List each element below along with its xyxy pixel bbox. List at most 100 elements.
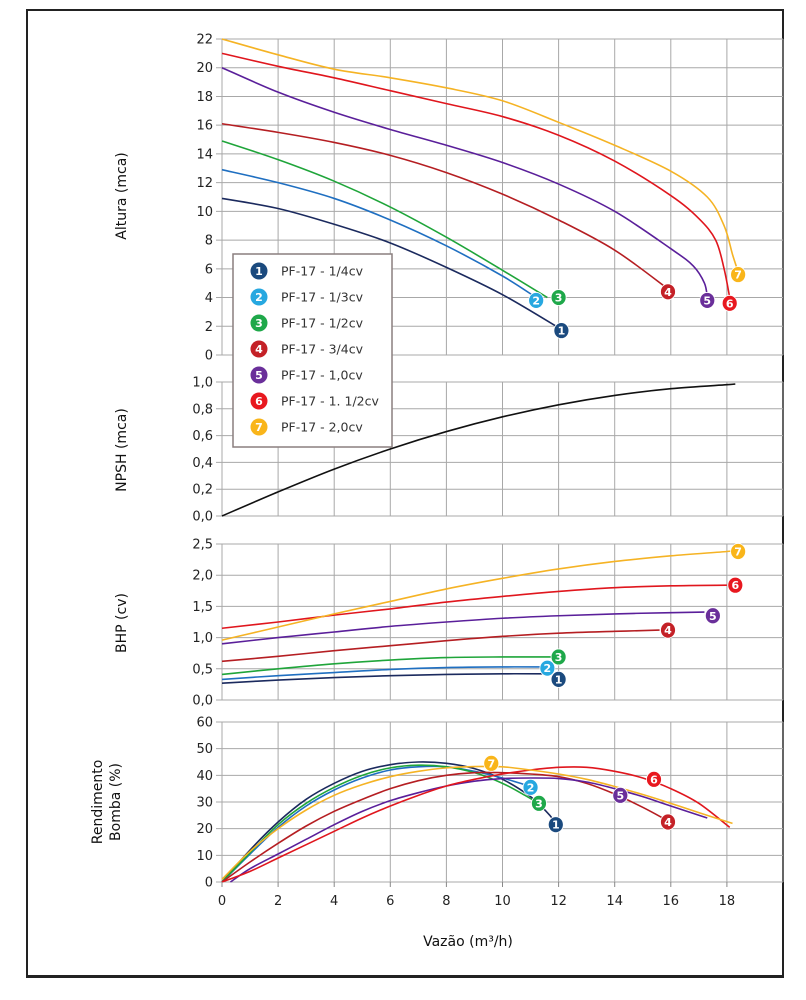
badge-circle (522, 778, 539, 796)
series-line-altura-7 (221, 38, 739, 272)
y-tick-label: 2 (205, 320, 213, 335)
series-badge-3: 3 (531, 794, 547, 812)
legend: 1 PF-17 - 1/4cv 2 PF-17 - 1/3cv 3 PF-17 - 1/2… (232, 253, 393, 448)
y-tick-label: 10 (196, 849, 213, 864)
y-tick-label: 6 (205, 262, 213, 277)
badge-circle (660, 813, 676, 831)
legend-badge-number: 6 (255, 395, 263, 408)
x-tick-label: 12 (550, 894, 567, 909)
legend-badge (250, 392, 268, 410)
legend-badge-number: 7 (255, 421, 263, 434)
series-line-bhp-6 (221, 584, 727, 630)
series-line-altura-4 (221, 122, 669, 290)
series-badge-1: 1 (550, 671, 567, 688)
series-badge-4: 4 (660, 283, 676, 301)
legend-item: 2 PF-17 - 1/3cv (250, 288, 364, 306)
series-badge-1: 1 (547, 816, 564, 834)
y-tick-label: 16 (196, 119, 213, 134)
series-line-rendimento-7 (221, 765, 733, 880)
series-line-bhp-5 (221, 611, 705, 645)
y-tick-label: 30 (196, 796, 213, 811)
badge-circle (547, 816, 564, 834)
grid-layer (216, 38, 784, 883)
axes-layer: 02468101214161820220,00,20,40,60,81,00,0… (192, 33, 735, 910)
series-badge-2: 2 (522, 778, 539, 796)
x-tick-label: 8 (442, 894, 450, 909)
legend-badge-number: 3 (255, 317, 263, 330)
y-tick-label: 50 (196, 742, 213, 757)
badge-circle (553, 322, 570, 339)
series-badge-4: 4 (660, 621, 676, 639)
y-tick-label: 1,0 (192, 631, 213, 646)
series-badge-7: 7 (730, 543, 747, 560)
series-line-bhp-3 (221, 656, 553, 676)
legend-badge-number: 4 (255, 343, 263, 356)
x-tick-label: 4 (330, 894, 338, 909)
badge-number: 3 (555, 292, 563, 305)
badge-number: 4 (664, 624, 672, 637)
legend-label: PF-17 - 1,0cv (281, 368, 363, 383)
y-axis-title-bhp: BHP (cv) (114, 593, 130, 653)
badge-number: 6 (726, 297, 734, 310)
legend-item: 4 PF-17 - 3/4cv (250, 340, 364, 358)
series-line-npsh (221, 383, 736, 517)
y-tick-label: 20 (196, 822, 213, 837)
badge-number: 3 (555, 651, 563, 664)
x-tick-label: 18 (719, 894, 736, 909)
badge-number: 5 (703, 294, 711, 307)
badge-number: 7 (734, 269, 742, 282)
legend-item: 5 PF-17 - 1,0cv (250, 366, 363, 384)
y-tick-label: 0 (205, 349, 213, 364)
y-tick-label: 0,6 (192, 429, 213, 444)
x-tick-label: 16 (663, 894, 680, 909)
y-tick-label: 60 (196, 716, 213, 731)
series-badge-7: 7 (730, 266, 747, 283)
badge-number: 2 (544, 662, 552, 675)
series-badge-4: 4 (660, 813, 676, 831)
legend-label: PF-17 - 3/4cv (281, 342, 364, 357)
series-line-altura-1 (221, 197, 560, 329)
series-line-rendimento-4 (221, 771, 666, 883)
badge-number: 3 (535, 797, 543, 810)
badge-number: 2 (527, 781, 535, 794)
badge-circle (539, 659, 556, 677)
y-axis-title-rendimento-line2: Bomba (%) (108, 763, 124, 841)
badge-circle (730, 543, 747, 560)
series-badge-6: 6 (721, 294, 738, 312)
series-line-bhp-1 (221, 672, 548, 684)
badge-circle (646, 770, 662, 788)
legend-badge (250, 314, 268, 332)
y-tick-label: 4 (205, 291, 213, 306)
series-line-altura-5 (221, 66, 709, 298)
badge-number: 4 (664, 286, 672, 299)
series-badge-1: 1 (553, 322, 570, 339)
series-line-bhp-7 (221, 549, 736, 641)
x-axis-title: Vazão (m³/h) (423, 934, 513, 950)
legend-badge (250, 340, 268, 358)
series-badge-2: 2 (528, 292, 545, 309)
legend-badge (250, 418, 268, 436)
legend-item: 7 PF-17 - 2,0cv (250, 418, 363, 436)
legend-label: PF-17 - 1/2cv (281, 316, 364, 331)
y-tick-label: 22 (196, 33, 213, 48)
badge-circle (704, 607, 721, 625)
series-line-bhp-2 (221, 666, 548, 681)
badge-circle (550, 648, 567, 666)
badge-circle (550, 289, 567, 306)
series-line-rendimento-6 (221, 766, 731, 883)
series-line-altura-3 (221, 140, 548, 299)
badge-number: 1 (555, 673, 563, 686)
series-line-altura-2 (221, 168, 537, 299)
badge-circle (612, 786, 629, 804)
legend-badge-number: 1 (255, 265, 263, 278)
y-tick-label: 10 (196, 205, 213, 220)
x-tick-label: 6 (386, 894, 394, 909)
series-line-rendimento-5 (229, 777, 708, 883)
y-tick-label: 0,4 (192, 456, 213, 471)
y-tick-label: 14 (196, 147, 213, 162)
legend-badge (250, 262, 268, 280)
legend-item: 6 PF-17 - 1. 1/2cv (250, 392, 379, 410)
badge-circle (660, 283, 676, 301)
